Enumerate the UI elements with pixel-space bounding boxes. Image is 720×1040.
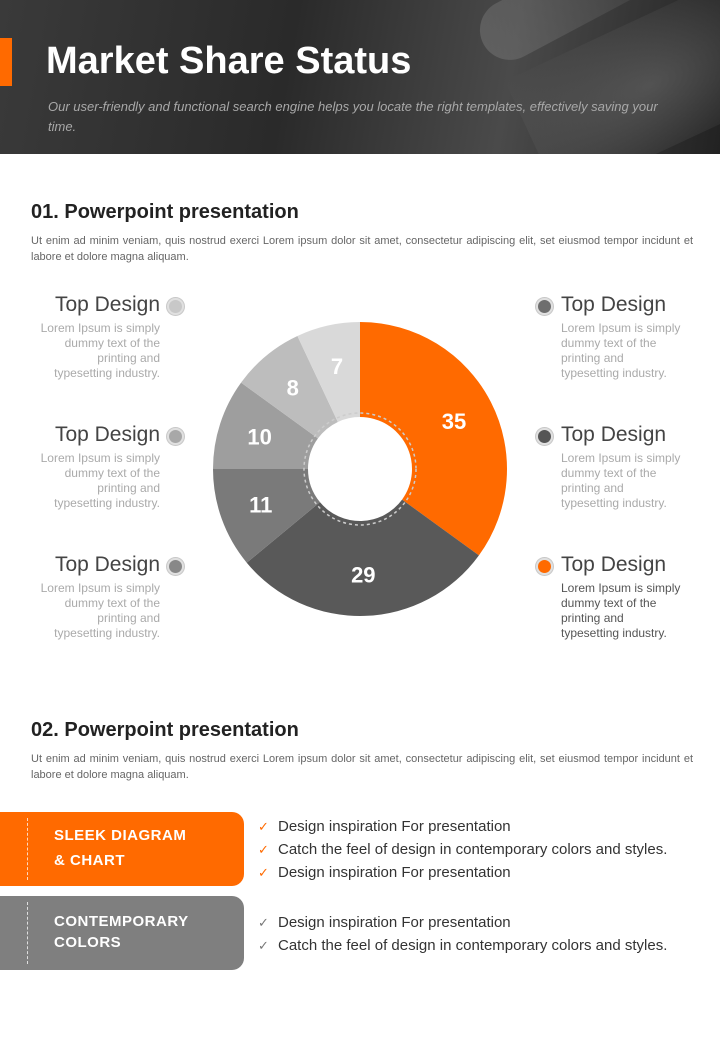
list-item-text: Design inspiration For presentation [278, 818, 511, 835]
legend-item-right-3: Top Design Lorem Ipsum is simply dummy t… [561, 552, 720, 641]
bar-dashed-divider [27, 818, 28, 880]
bar-label-line2: COLORS [54, 934, 122, 951]
donut-slice-label: 10 [247, 424, 271, 449]
list-item-text: Catch the feel of design in contemporary… [278, 937, 668, 954]
section1-title: 01. Powerpoint presentation [31, 201, 299, 223]
donut-chart: 35 29 11 10 8 7 [213, 322, 507, 616]
legend-description: Lorem Ipsum is simply dummy text of the … [40, 451, 160, 510]
donut-slice [297, 322, 360, 422]
section1-text: Ut enim ad minim veniam, quis nostrud ex… [31, 235, 693, 263]
page-subtitle: Our user-friendly and functional search … [48, 99, 658, 134]
legend-item-right-2: Top Design Lorem Ipsum is simply dummy t… [561, 422, 720, 511]
check-icon: ✓ [258, 819, 269, 834]
legend-title: Top Design [561, 553, 667, 576]
donut-slice-label: 29 [351, 562, 375, 587]
legend-title: Top Design [561, 293, 667, 316]
donut-slice [241, 335, 338, 439]
donut-inner-ring [303, 412, 417, 526]
legend-description: Lorem Ipsum is simply dummy text of the … [561, 451, 681, 510]
check-icon: ✓ [258, 865, 269, 880]
check-icon: ✓ [258, 915, 269, 930]
bar-label-line1: CONTEMPORARY [54, 913, 189, 930]
list-item: ✓ Design inspiration For presentation [258, 911, 667, 934]
legend-item-left-3: Top Design Lorem Ipsum is simply dummy t… [0, 552, 160, 641]
check-icon: ✓ [258, 938, 269, 953]
list-item-text: Design inspiration For presentation [278, 864, 511, 881]
donut-slice-label: 11 [249, 493, 272, 518]
feature-bar-contemporary-colors: CONTEMPORARY COLORS [0, 896, 244, 970]
legend-item-right-1: Top Design Lorem Ipsum is simply dummy t… [561, 292, 720, 381]
legend-title: Top Design [54, 293, 160, 316]
legend-description: Lorem Ipsum is simply dummy text of the … [561, 321, 681, 380]
legend-description: Lorem Ipsum is simply dummy text of the … [40, 581, 160, 640]
list-item-text: Catch the feel of design in contemporary… [278, 841, 668, 858]
legend-description: Lorem Ipsum is simply dummy text of the … [561, 581, 681, 640]
feature-bar-sleek-diagram: SLEEK DIAGRAM & CHART [0, 812, 244, 886]
legend-description: Lorem Ipsum is simply dummy text of the … [40, 321, 160, 380]
header-banner: Market Share Status Our user-friendly an… [0, 0, 720, 154]
donut-slice [213, 382, 318, 469]
legend-title: Top Design [54, 423, 160, 446]
bar-label-line1: SLEEK DIAGRAM [54, 827, 187, 844]
legend-item-left-1: Top Design Lorem Ipsum is simply dummy t… [0, 292, 160, 381]
donut-slice-label: 35 [442, 409, 466, 434]
page-title: Market Share Status [46, 40, 412, 82]
legend-dot-icon [536, 298, 553, 315]
header-accent-bar [0, 38, 12, 86]
list-item: ✓ Catch the feel of design in contemporar… [258, 934, 667, 957]
bar-dashed-divider [27, 902, 28, 964]
legend-dot-icon [167, 428, 184, 445]
legend-dot-icon [536, 428, 553, 445]
donut-slice-label: 7 [331, 354, 343, 379]
list-item: ✓ Design inspiration For presentation [258, 815, 667, 838]
legend-item-left-2: Top Design Lorem Ipsum is simply dummy t… [0, 422, 160, 511]
donut-slice [246, 499, 479, 616]
legend-title: Top Design [54, 553, 160, 576]
list-item: ✓ Design inspiration For presentation [258, 861, 667, 884]
section2-title: 02. Powerpoint presentation [31, 719, 299, 741]
legend-dot-icon [536, 558, 553, 575]
donut-slice [213, 469, 320, 563]
list-item: ✓ Catch the feel of design in contemporar… [258, 838, 667, 861]
legend-dot-icon [167, 298, 184, 315]
legend-dot-icon [167, 558, 184, 575]
bar-label-line2: & CHART [54, 852, 125, 869]
list-item-text: Design inspiration For presentation [278, 914, 511, 931]
legend-title: Top Design [561, 423, 667, 446]
donut-slice-label: 8 [287, 376, 299, 401]
donut-slice [360, 322, 507, 556]
check-icon: ✓ [258, 842, 269, 857]
checklist-1: ✓ Design inspiration For presentation ✓ Ca… [258, 815, 667, 884]
section2-text: Ut enim ad minim veniam, quis nostrud ex… [31, 753, 693, 781]
checklist-2: ✓ Design inspiration For presentation ✓ Ca… [258, 911, 667, 957]
